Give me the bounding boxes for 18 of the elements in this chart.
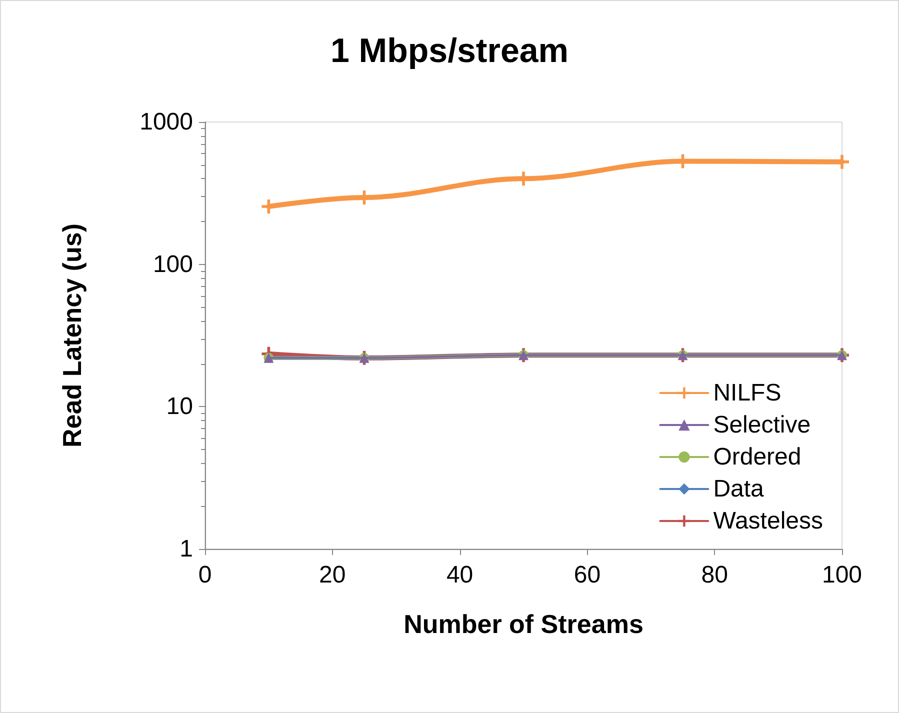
legend-label: Ordered xyxy=(713,444,802,470)
y-tick-label: 1 xyxy=(180,536,193,562)
y-tick-label: 1000 xyxy=(140,108,193,136)
x-tick-label: 20 xyxy=(319,562,346,588)
x-tick-label: 0 xyxy=(198,562,212,588)
legend-label: Wasteless xyxy=(713,508,824,534)
x-axis-title: Number of Streams xyxy=(404,609,644,639)
y-tick-label: 10 xyxy=(166,393,193,420)
legend-label: Data xyxy=(713,476,765,502)
x-tick-label: 80 xyxy=(701,562,728,588)
x-tick-label: 40 xyxy=(446,562,474,588)
chart-title: 1 Mbps/stream xyxy=(330,32,569,70)
y-tick-label: 100 xyxy=(152,250,193,278)
y-axis-title: Read Latency (us) xyxy=(57,224,87,448)
legend-label: Selective xyxy=(713,412,811,438)
x-tick-label: 60 xyxy=(574,562,601,588)
legend-label: NILFS xyxy=(713,380,782,406)
x-tick-label: 100 xyxy=(822,562,862,588)
